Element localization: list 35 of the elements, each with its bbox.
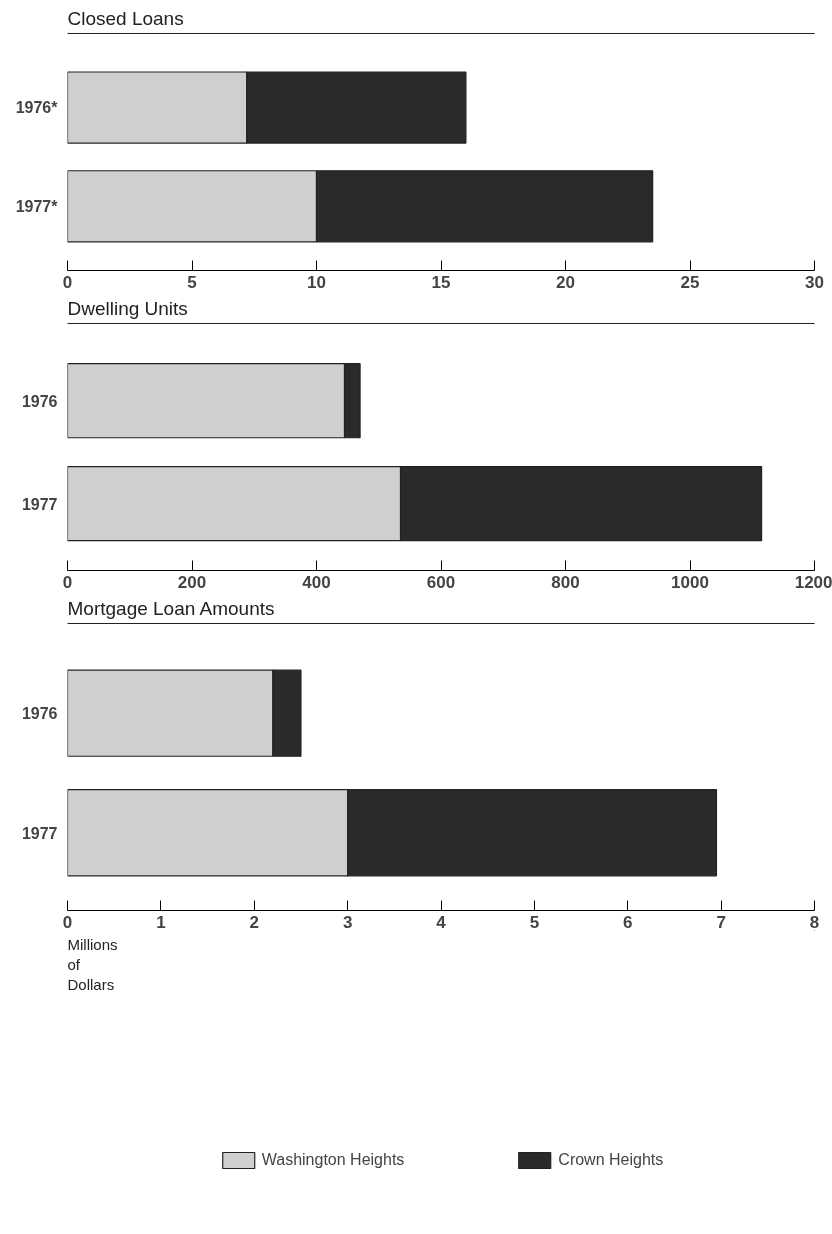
x-tick-label: 15 — [431, 272, 451, 292]
legend-label: Crown Heights — [558, 1151, 664, 1169]
x-tick-label: 200 — [177, 572, 207, 592]
chart-title: Mortgage Loan Amounts — [67, 597, 275, 619]
legend-label: Washington Heights — [261, 1151, 405, 1169]
x-axis-title: Millions of Dollars — [67, 935, 118, 994]
x-tick-label: 1000 — [671, 572, 709, 592]
x-tick-label: 25 — [680, 272, 700, 292]
x-tick-label: 1200 — [794, 572, 832, 592]
x-tick-label: 10 — [307, 272, 326, 292]
x-tick-label: 1 — [156, 912, 166, 932]
x-tick-label: 0 — [62, 272, 73, 292]
x-tick-label: 7 — [716, 912, 726, 932]
y-tick-label: 1976 — [21, 705, 58, 723]
x-tick-label: 6 — [623, 912, 633, 932]
x-tick-label: 800 — [551, 572, 580, 592]
x-tick-label: 0 — [62, 572, 73, 592]
x-tick-label: 5 — [187, 272, 197, 292]
y-tick-label: 1976* — [15, 99, 59, 117]
chart-title: Closed Loans — [67, 7, 184, 29]
x-tick-label: 0 — [62, 912, 73, 932]
chart-title: Dwelling Units — [67, 297, 188, 319]
y-tick-label: 1977* — [15, 197, 59, 215]
y-tick-label: 1977 — [21, 824, 58, 842]
x-tick-label: 8 — [809, 912, 820, 932]
x-tick-label: 20 — [556, 272, 575, 292]
x-tick-label: 3 — [342, 912, 353, 932]
x-tick-label: 4 — [436, 912, 447, 932]
x-tick-label: 30 — [805, 272, 824, 292]
y-tick-label: 1977 — [21, 495, 58, 513]
x-tick-label: 5 — [529, 912, 540, 932]
x-tick-label: 400 — [302, 572, 331, 592]
y-tick-label: 1976 — [21, 392, 58, 410]
x-tick-label: 600 — [426, 572, 456, 592]
x-tick-label: 2 — [249, 912, 259, 932]
